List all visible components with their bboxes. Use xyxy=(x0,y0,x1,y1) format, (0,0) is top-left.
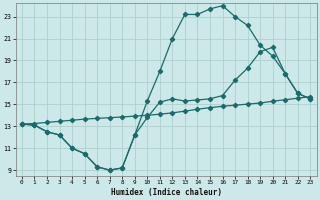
X-axis label: Humidex (Indice chaleur): Humidex (Indice chaleur) xyxy=(111,188,221,197)
